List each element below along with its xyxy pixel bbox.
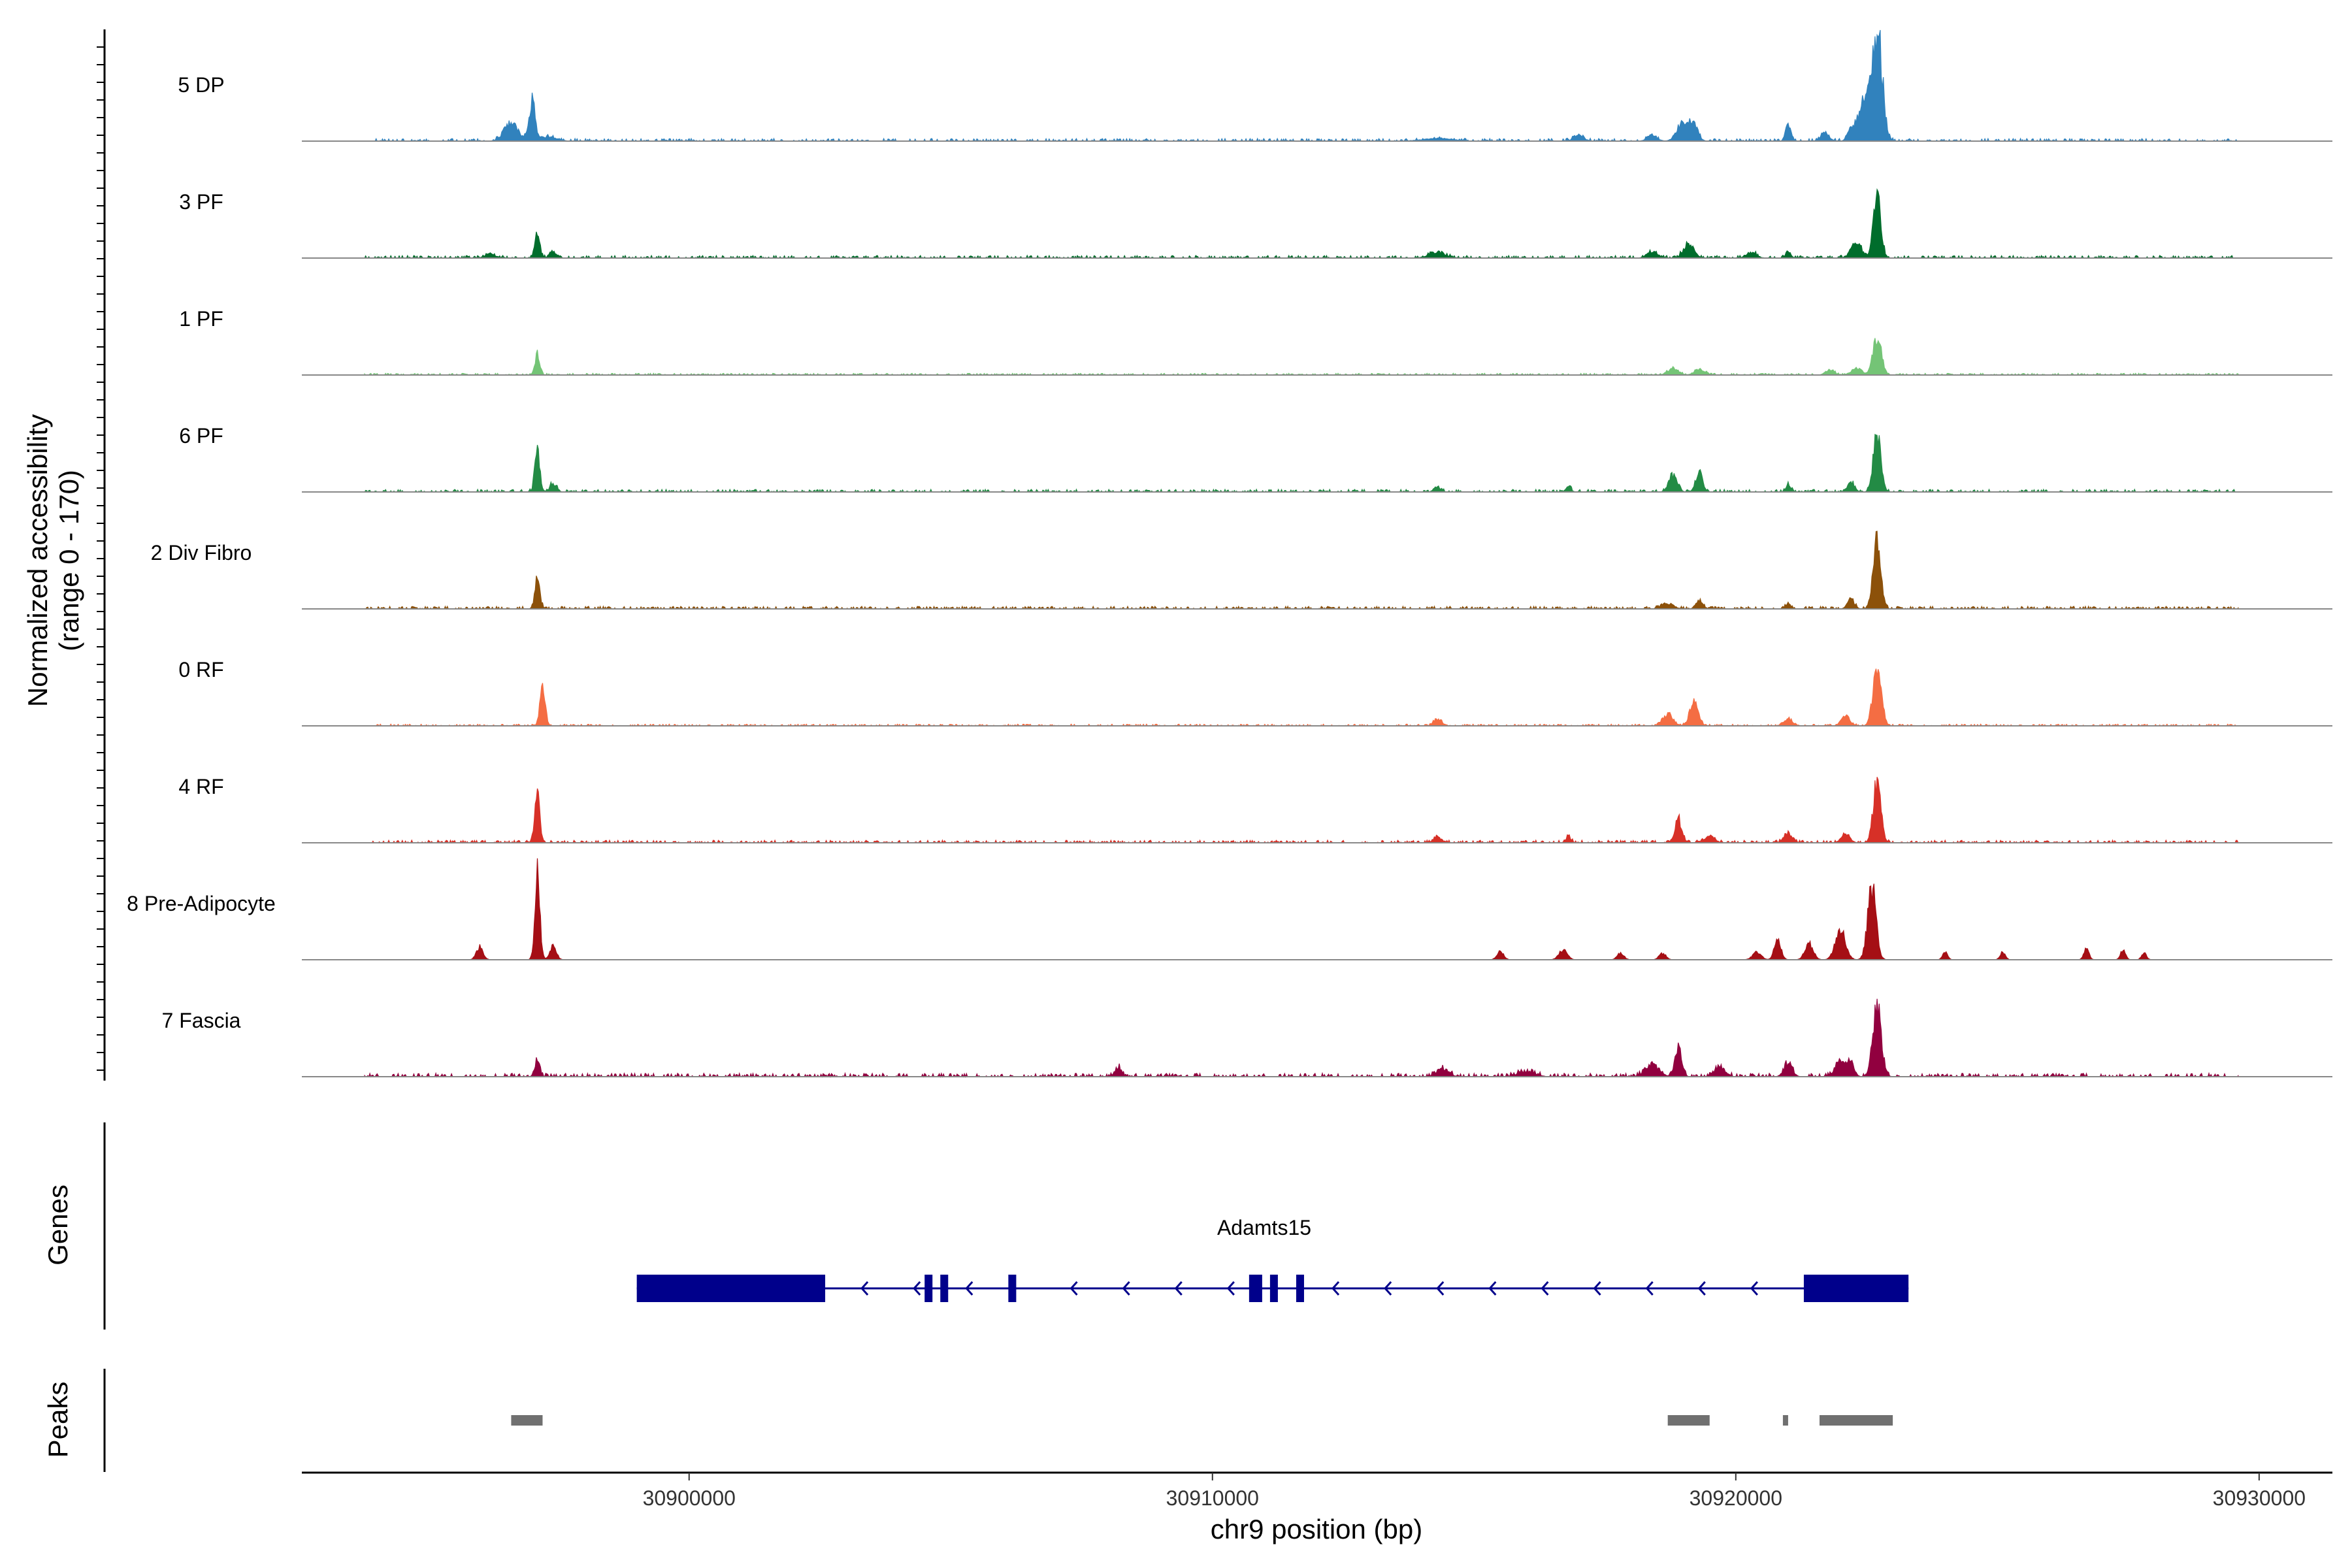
genes-track-title: Genes: [42, 1184, 73, 1266]
strand-arrow: [1645, 1281, 1654, 1296]
gene-exon: [940, 1275, 949, 1302]
track-7-fascia: 7 Fascia: [162, 998, 2332, 1078]
track-6-pf: 6 PF: [179, 424, 2332, 493]
track-label: 2 Div Fibro: [151, 541, 252, 564]
x-tick-label: 30920000: [1690, 1486, 1782, 1510]
x-tick-label: 30930000: [2213, 1486, 2306, 1510]
strand-arrow: [1384, 1281, 1392, 1296]
track-label: 0 RF: [178, 658, 223, 681]
strand-arrow: [913, 1281, 921, 1296]
strand-arrow: [860, 1281, 869, 1296]
x-axis-title: chr9 position (bp): [1211, 1514, 1423, 1544]
strand-arrow: [1593, 1281, 1601, 1296]
strand-arrow: [1488, 1281, 1497, 1296]
strand-arrow: [1174, 1281, 1183, 1296]
track-8-pre-adipocyte: 8 Pre-Adipocyte: [127, 858, 2332, 960]
track-label: 4 RF: [178, 775, 223, 798]
gene-exon: [1008, 1275, 1017, 1302]
track-2-div-fibro: 2 Div Fibro: [151, 531, 2332, 610]
peak-region: [1782, 1415, 1788, 1426]
strand-arrow: [1436, 1281, 1445, 1296]
track-label: 6 PF: [179, 424, 223, 448]
genes-track: [103, 1122, 1909, 1330]
peak-region: [1667, 1415, 1710, 1426]
peak-region: [1819, 1415, 1893, 1426]
gene-exon: [1269, 1275, 1278, 1302]
y-axis-title-line1: Normalized accessibility: [22, 414, 53, 707]
track-1-pf: 1 PF: [179, 307, 2332, 376]
strand-arrow: [1541, 1281, 1549, 1296]
peaks-track: [103, 1369, 1893, 1472]
strand-arrow: [1226, 1281, 1235, 1296]
strand-arrow: [1750, 1281, 1758, 1296]
strand-arrow: [1331, 1281, 1340, 1296]
peak-region: [511, 1415, 543, 1426]
strand-arrow: [1070, 1281, 1078, 1296]
strand-arrow: [1122, 1281, 1130, 1296]
strand-arrow: [965, 1281, 973, 1296]
track-label: 5 DP: [178, 73, 224, 97]
track-5-dp: 5 DP: [178, 29, 2332, 142]
peaks-track-title: Peaks: [42, 1382, 73, 1458]
x-axis: 30900000 30910000 30920000 30930000: [302, 1471, 2332, 1510]
track-3-pf: 3 PF: [179, 188, 2332, 259]
track-4-rf: 4 RF: [178, 775, 2332, 844]
gene-exon: [1296, 1275, 1304, 1302]
strand-arrow: [1697, 1281, 1706, 1296]
track-label: 1 PF: [179, 307, 223, 331]
gene-exon: [1249, 1275, 1262, 1302]
track-label: 3 PF: [179, 190, 223, 214]
track-label: 7 Fascia: [162, 1009, 241, 1032]
gene-exon: [636, 1275, 826, 1302]
track-0-rf: 0 RF: [178, 658, 2332, 727]
coverage-tracks: 5 DP 3 PF 1 PF 6 PF 2 Div Fibro 0 RF 4 RF 8 Pre…: [97, 29, 2332, 1081]
x-tick-label: 30910000: [1166, 1486, 1259, 1510]
x-tick-label: 30900000: [643, 1486, 736, 1510]
track-label: 8 Pre-Adipocyte: [127, 892, 276, 915]
gene-name-label: Adamts15: [1217, 1216, 1311, 1239]
y-axis-title-line2: (range 0 - 170): [54, 470, 84, 651]
gene-exon: [924, 1275, 933, 1302]
gene-exon: [1803, 1275, 1909, 1302]
